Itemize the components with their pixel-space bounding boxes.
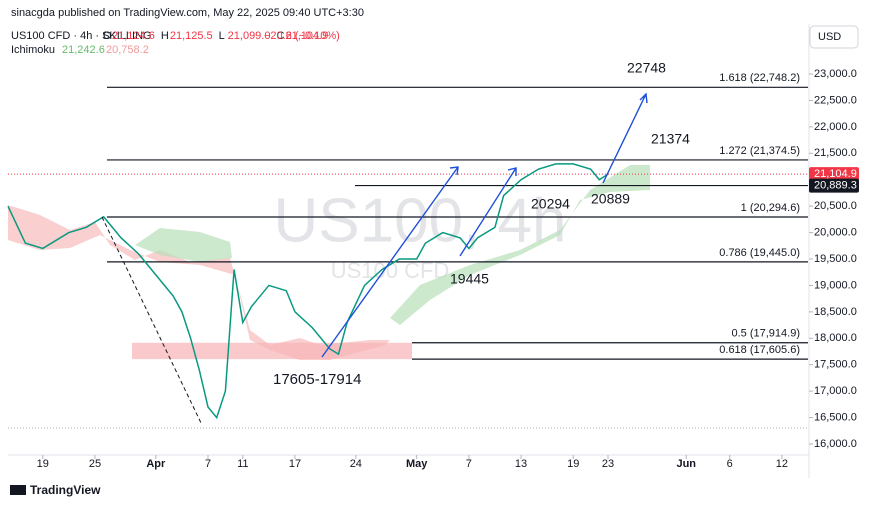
y-tick-label: 22,000.0 [814, 121, 857, 133]
y-tick-label: 18,000.0 [814, 332, 857, 344]
price-badge [809, 167, 859, 182]
x-tick-label: 19 [567, 458, 579, 470]
x-tick-label: 6 [727, 458, 733, 470]
indicator-value: 20,758.2 [106, 44, 149, 56]
price-line-series [7, 163, 609, 420]
annotation: 22748 [627, 60, 666, 76]
arrows [321, 92, 648, 358]
brand-logo [10, 485, 26, 495]
fib-label: 1 (20,294.6) [741, 202, 800, 214]
ohlc-value: 21,125.5 [170, 30, 213, 42]
annotation: 20294 [531, 196, 570, 212]
y-tick-label: 16,500.0 [814, 411, 857, 423]
currency[interactable]: USD [818, 31, 841, 43]
ohlc-label: H [161, 30, 169, 42]
x-tick-label: 24 [350, 458, 362, 470]
y-tick-label: 17,000.0 [814, 385, 857, 397]
annotation: 19445 [450, 271, 489, 287]
ohlc-label: L [219, 30, 225, 42]
ohlc-value: 21,099.0 [228, 30, 271, 42]
x-tick-label: Apr [146, 458, 166, 470]
symbol: US100 CFD · 4h · SKILLING [11, 30, 152, 42]
indicator-value: 21,242.6 [62, 44, 105, 56]
x-tick-label: May [406, 458, 428, 470]
indicator: Ichimoku [11, 44, 55, 56]
drawing-line [101, 216, 203, 426]
ohlc-label: O [103, 30, 112, 42]
ohlc-value: 21,124.6 [112, 30, 155, 42]
ohlc-label: C [276, 30, 284, 42]
cloud-bull [135, 228, 232, 262]
fib-label: 0.5 (17,914.9) [732, 328, 801, 340]
fib-zone [132, 342, 412, 360]
x-tick-label: Jun [676, 458, 696, 470]
currency-button[interactable] [809, 25, 859, 49]
fib-label: 0.786 (19,445.0) [719, 247, 800, 259]
y-tick-label: 17,500.0 [814, 359, 857, 371]
y-tick-label: 18,500.0 [814, 306, 857, 318]
price-badge-label: 21,104.9 [814, 168, 857, 180]
y-tick-label: 19,500.0 [814, 253, 857, 265]
y-tick-label: 23,000.0 [814, 68, 857, 80]
annotation: 21374 [651, 131, 690, 147]
fib-label: 0.618 (17,605.6) [719, 344, 800, 356]
ohlc: O 21,124.6 H 21,125.5 L 21,099.0 C 21,104.9 [103, 30, 328, 42]
annotation: 20889 [591, 191, 630, 207]
y-tick-label: 22,500.0 [814, 94, 857, 106]
x-tick-label: 7 [205, 458, 211, 470]
y-tick-label: 19,000.0 [814, 279, 857, 291]
x-tick-label: 23 [602, 458, 614, 470]
annotation: 17605-17914 [273, 371, 361, 388]
x-tick-label: 13 [515, 458, 527, 470]
price-badge-label: 20,889.3 [814, 179, 857, 191]
price-badge [809, 178, 859, 193]
y-tick-label: 20,000.0 [814, 226, 857, 238]
change: −20.6 (−0.10%) [264, 30, 340, 42]
ohlc-value: 21,104.9 [285, 30, 328, 42]
x-tick-label: 17 [289, 458, 301, 470]
cloud-bull [390, 165, 650, 325]
fib-label: 1.272 (21,374.5) [719, 145, 800, 157]
x-tick-label: 25 [89, 458, 101, 470]
publisher: sinacgda published on TradingView.com, M… [11, 7, 364, 19]
x-tick-label: 19 [37, 458, 49, 470]
y-tick-label: 20,500.0 [814, 200, 857, 212]
fib-label: 1.618 (22,748.2) [719, 72, 800, 84]
brand: TradingView [30, 483, 101, 497]
y-tick-label: 21,500.0 [814, 147, 857, 159]
y-tick-label: 16,000.0 [814, 438, 857, 450]
x-tick-label: 12 [776, 458, 788, 470]
x-tick-label: 11 [237, 458, 248, 470]
plot: 16,000.0 16,500.0 17,000.0 17,500.0 18,000.0… [7, 24, 859, 478]
x-tick-label: 7 [466, 458, 472, 470]
